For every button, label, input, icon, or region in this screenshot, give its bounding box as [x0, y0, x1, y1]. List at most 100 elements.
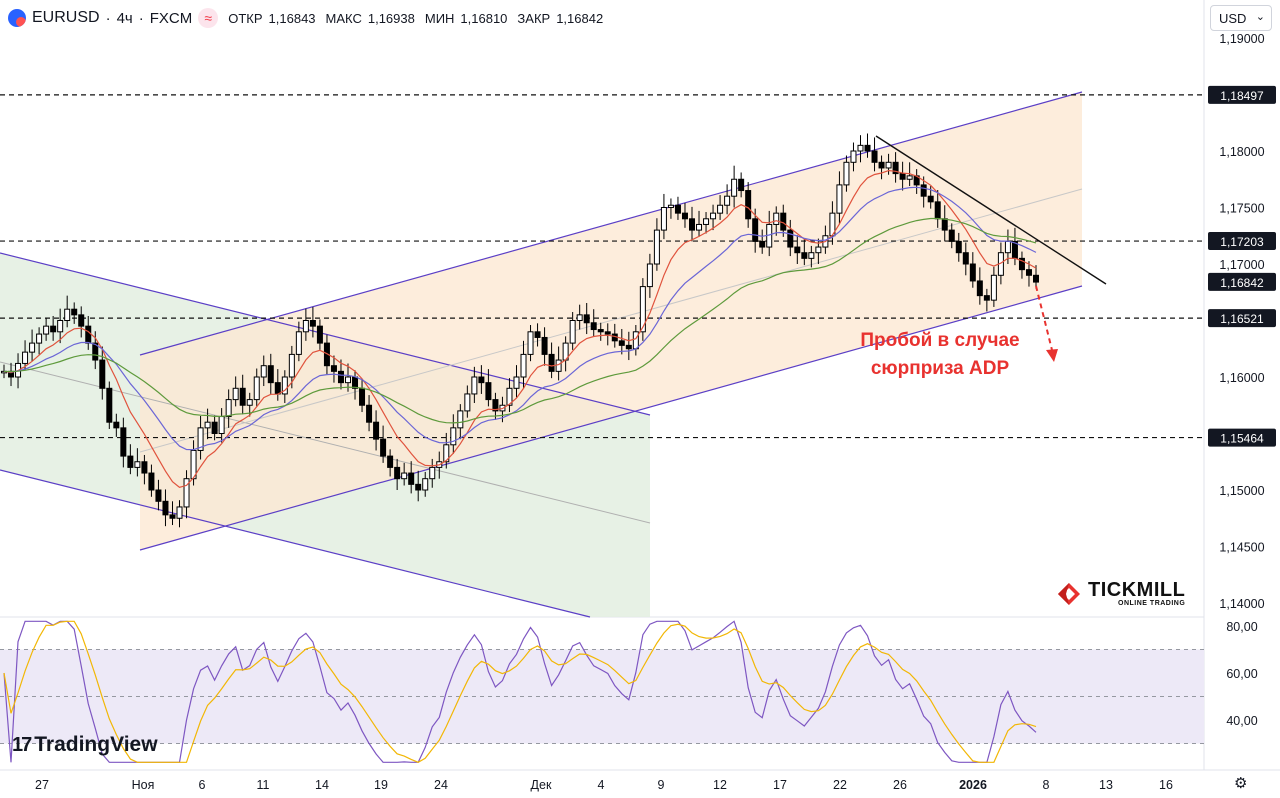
candle-body [478, 376, 485, 384]
candle-body [274, 382, 281, 395]
candle-body [57, 320, 64, 333]
candle-body [780, 212, 787, 231]
candle-body [309, 320, 316, 327]
candle-body [366, 404, 373, 423]
candle-body [906, 175, 913, 180]
price-tick-label: 1,14500 [1219, 541, 1264, 555]
tradingview-icon: 17 [12, 733, 32, 756]
candle-body [934, 201, 941, 220]
high-label: МАКС [325, 10, 362, 26]
candle-body [443, 444, 450, 463]
candle-body [653, 229, 660, 265]
price-tick-label: 1,15000 [1219, 484, 1264, 498]
price-level-label: 1,15464 [1220, 432, 1264, 446]
candle-body [667, 204, 674, 209]
candle-body [246, 399, 253, 406]
time-tick-label: 24 [434, 778, 448, 792]
resistance-trendline [875, 135, 1107, 285]
candle-body [50, 325, 57, 333]
candle-body [345, 376, 351, 384]
candle-body [527, 331, 534, 355]
price-level-label: 1,16521 [1220, 312, 1264, 326]
candle-body [1033, 274, 1039, 283]
candle-body [534, 331, 541, 338]
candle-body [162, 500, 169, 516]
candle-body [239, 387, 246, 406]
candle-body [429, 466, 436, 480]
candle-body [787, 229, 794, 248]
time-tick-label: 16 [1159, 778, 1173, 792]
candle-body [22, 351, 29, 364]
candle-body [450, 427, 457, 446]
chart-header: EURUSD · 4ч · FXCM ≈ ОТКР 1,16843 МАКС 1… [8, 6, 603, 30]
candle-body [815, 246, 822, 254]
candle-body [211, 421, 218, 435]
time-tick-label: 8 [1043, 778, 1050, 792]
candle-body [955, 240, 962, 254]
rsi-tick-label: 40,00 [1226, 714, 1257, 728]
tickmill-mark-icon [1058, 582, 1080, 605]
candle-body [415, 483, 422, 491]
candle-body [857, 144, 864, 152]
candle-body [85, 325, 92, 344]
candle-body [969, 263, 976, 282]
candle-body [548, 353, 555, 372]
close-label: ЗАКР [517, 10, 551, 26]
ascending-channel-mid [139, 188, 1083, 453]
time-tick-label: 27 [35, 778, 49, 792]
candle-body [927, 195, 934, 203]
price-tick-label: 1,19000 [1219, 32, 1264, 46]
open-value: 1,16843 [268, 10, 316, 26]
currency-select[interactable]: USD ⌄ [1210, 5, 1272, 31]
time-tick-label: 4 [598, 778, 605, 792]
candle-body [808, 252, 815, 259]
candle-body [681, 212, 688, 220]
candle-body [639, 286, 646, 333]
symbol-name[interactable]: EURUSD [32, 9, 100, 26]
time-tick-label: Ноя [132, 778, 155, 792]
candle-body [401, 472, 408, 480]
breakout-arrow-head [1046, 349, 1058, 362]
candle-body [471, 376, 478, 395]
candle-body [288, 353, 295, 378]
candle-body [204, 421, 211, 429]
rsi-ma-line [3, 620, 1037, 763]
candle-body [302, 320, 309, 333]
candle-body [330, 365, 337, 372]
candle-body [604, 331, 611, 335]
high-value: 1,16938 [367, 10, 415, 26]
candle-body [920, 184, 927, 197]
tradingview-wordmark: TradingView [34, 733, 158, 756]
time-tick-label: 19 [374, 778, 388, 792]
candle-body [752, 218, 759, 242]
candle-body [576, 314, 583, 322]
price-level-tag [1208, 309, 1276, 328]
candle-body [71, 308, 78, 316]
candle-body [1018, 257, 1025, 271]
candle-body [337, 370, 344, 384]
candle-body [794, 246, 801, 254]
indicator-toggle-icon[interactable]: ≈ [198, 8, 219, 28]
price-level-label: 1,17203 [1220, 235, 1264, 249]
candle-body [99, 359, 106, 389]
candle-body [948, 229, 955, 242]
candle-body [745, 190, 752, 220]
candle-body [899, 173, 906, 180]
settings-gear-icon[interactable]: ⚙ [1234, 775, 1248, 792]
candle-body [120, 427, 127, 457]
candle-body [281, 376, 288, 395]
candle-body [590, 322, 597, 331]
candle-body [773, 212, 780, 225]
price-tick-label: 1,18000 [1219, 145, 1264, 159]
candle-body [267, 365, 274, 384]
candle-body [990, 274, 997, 301]
time-tick-label: 14 [315, 778, 329, 792]
timeframe[interactable]: 4ч [116, 9, 133, 27]
candle-body [394, 466, 401, 480]
candle-body [485, 382, 492, 401]
candle-body [127, 455, 134, 468]
candle-body [155, 489, 162, 502]
tickmill-tagline: ONLINE TRADING [1118, 600, 1186, 607]
tradingview-logo: 17 TradingView [12, 733, 158, 757]
